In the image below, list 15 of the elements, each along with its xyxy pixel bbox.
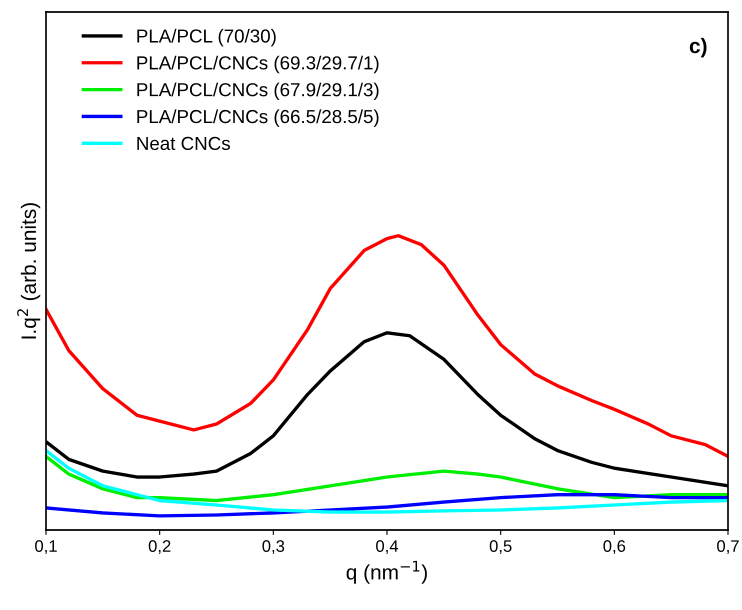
- y-axis-title: I.q$^{2}$ (arb. units): [17, 203, 40, 338]
- x-tick-label: 0,5: [490, 540, 512, 554]
- legend-label: PLA/PCL (70/30): [137, 28, 276, 46]
- x-tick-label: 0,7: [717, 540, 739, 554]
- text: c): [690, 38, 707, 58]
- x-tick-label: 0,2: [148, 540, 170, 554]
- x-tick-label: 0,6: [603, 540, 626, 554]
- legend-label: PLA/PCL/CNCs (67.9/29.1/3): [137, 82, 379, 100]
- legend-label: Neat CNCs: [137, 136, 230, 150]
- x-tick-label: 0,1: [35, 540, 57, 554]
- legend-label: PLA/PCL/CNCs (69.3/29.7/1): [137, 56, 379, 74]
- legend-label: PLA/PCL/CNCs (66.5/28.5/5): [137, 109, 379, 127]
- x-tick-label: 0,3: [262, 540, 284, 554]
- x-tick-label: 0,4: [376, 540, 398, 554]
- x-axis-title: q (nm$^{−1}$): [346, 560, 427, 584]
